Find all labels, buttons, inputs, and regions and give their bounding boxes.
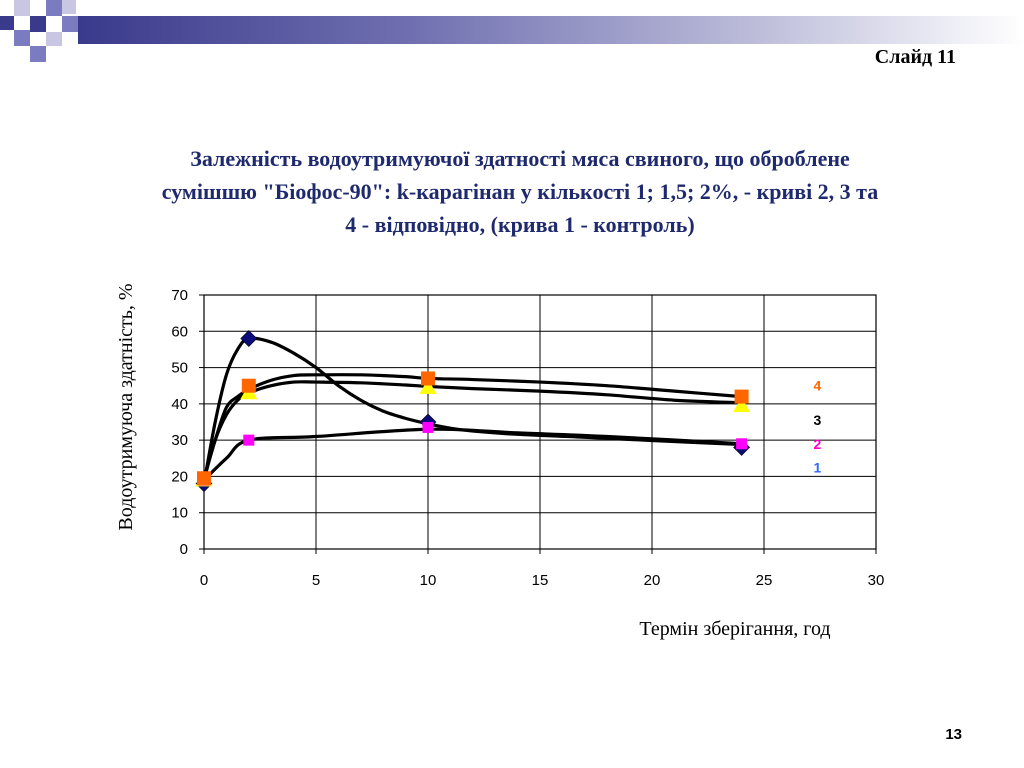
y-axis-title: Водоутримуюча здатність, %: [115, 283, 137, 531]
x-tick-label: 15: [532, 572, 549, 589]
series-2-marker: [243, 434, 255, 446]
y-tick-label: 70: [171, 287, 188, 304]
deco-square: [30, 16, 46, 32]
deco-square: [46, 0, 62, 16]
series-curves: [202, 336, 744, 486]
x-tick-label: 30: [868, 572, 885, 589]
deco-square: [30, 46, 46, 62]
slide-label: Слайд 11: [874, 46, 956, 68]
y-tick-label: 40: [171, 396, 188, 413]
tick-labels: 0 5 10 15 20 25 30 0 10 20 30 40 50 60 70: [171, 287, 884, 589]
deco-square: [14, 0, 30, 16]
x-axis-title: Термін зберігання, год: [639, 618, 831, 640]
series-4-marker: [734, 389, 749, 404]
series-label-1: 1: [814, 459, 822, 475]
series-4-marker: [197, 471, 211, 486]
series-label-3: 3: [814, 412, 822, 428]
y-tick-label: 30: [171, 432, 188, 449]
deco-square: [0, 16, 14, 30]
series-3-marker: [733, 397, 751, 412]
series-4-curve: [202, 373, 744, 480]
y-tick-label: 20: [171, 468, 188, 485]
series-4-marker: [421, 371, 435, 386]
header-gradient-bar: [78, 16, 1024, 44]
deco-square: [62, 0, 76, 14]
x-tick-label: 5: [312, 572, 320, 589]
y-tick-label: 10: [171, 505, 188, 522]
chart-grid: [199, 294, 877, 554]
series-1-curve: [202, 336, 744, 486]
series-label-4: 4: [814, 378, 822, 394]
series-1-marker: [240, 330, 258, 347]
series-2-curve: [202, 427, 744, 482]
x-tick-label: 25: [756, 572, 773, 589]
decorative-squares: [0, 0, 78, 62]
series-label-2: 2: [814, 436, 822, 452]
series-4-marker: [241, 378, 256, 393]
deco-square: [46, 32, 62, 46]
series-2-marker: [736, 438, 748, 450]
y-tick-label: 60: [171, 323, 188, 340]
y-tick-label: 50: [171, 360, 188, 377]
deco-square: [62, 16, 78, 32]
series-labels: 4 3 2 1: [814, 378, 822, 476]
deco-square: [14, 30, 30, 46]
x-tick-label: 0: [200, 572, 208, 589]
y-tick-label: 0: [180, 541, 188, 558]
series-3-marker: [419, 378, 437, 394]
page-number: 13: [945, 726, 962, 743]
series-3-curve: [202, 380, 744, 482]
x-tick-label: 20: [644, 572, 661, 589]
series-markers: [195, 330, 751, 493]
x-tick-label: 10: [420, 572, 437, 589]
chart-title: Залежність водоутримуючої здатності мяса…: [161, 146, 879, 237]
plot-area-border: [203, 294, 877, 550]
series-2-marker: [422, 421, 434, 433]
